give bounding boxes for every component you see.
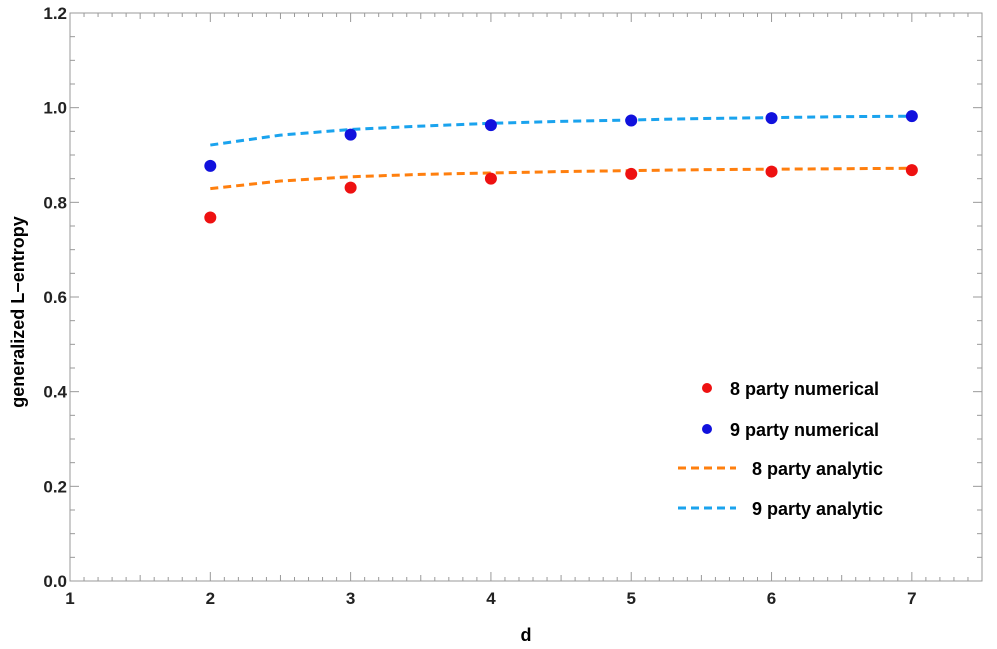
y-tick-label: 0.4	[43, 383, 67, 402]
data-point	[344, 181, 357, 194]
legend-item: 9 party numerical	[702, 420, 879, 440]
x-tick-label: 3	[346, 589, 355, 608]
y-tick-label: 0.2	[43, 477, 67, 496]
legend-item: 8 party analytic	[678, 459, 883, 479]
series-8-party-numerical	[204, 164, 918, 224]
y-tick-label: 0.8	[43, 193, 67, 212]
y-axis-label: generalized L−entropy	[8, 216, 28, 408]
legend-label: 9 party analytic	[752, 499, 883, 519]
data-point	[484, 119, 497, 132]
legend-label: 9 party numerical	[730, 420, 879, 440]
plot-frame	[69, 12, 983, 582]
x-tick-label: 2	[206, 589, 215, 608]
data-point	[625, 167, 638, 180]
legend-label: 8 party analytic	[752, 459, 883, 479]
series-line	[210, 166, 912, 191]
series-layer	[204, 110, 918, 224]
legend-item: 8 party numerical	[702, 379, 879, 399]
series-9-party-analytic	[210, 114, 912, 147]
data-point	[765, 165, 778, 178]
legend-item: 9 party analytic	[678, 499, 883, 519]
x-tick-label: 4	[486, 589, 496, 608]
data-point	[625, 114, 638, 127]
data-point	[344, 128, 357, 141]
x-tick-label: 5	[626, 589, 635, 608]
legend-marker	[702, 383, 712, 393]
series-9-party-numerical	[204, 110, 918, 172]
y-tick-label: 0.0	[43, 572, 67, 591]
legend: 8 party numerical 9 party numerical 8 part…	[678, 379, 883, 519]
x-tick-label: 7	[907, 589, 916, 608]
y-tick-label: 0.6	[43, 288, 67, 307]
data-point	[765, 112, 778, 125]
data-point	[484, 172, 497, 185]
y-tick-label: 1.0	[43, 99, 67, 118]
plot-border	[69, 12, 983, 582]
data-point	[905, 110, 918, 123]
legend-marker	[702, 424, 712, 434]
axis-ticks	[69, 12, 983, 582]
series-line	[210, 114, 912, 147]
series-8-party-analytic	[210, 166, 912, 191]
x-axis-label: d	[521, 625, 532, 645]
x-tick-label: 6	[767, 589, 776, 608]
x-tick-label: 1	[65, 589, 74, 608]
data-point	[905, 164, 918, 177]
legend-label: 8 party numerical	[730, 379, 879, 399]
x-tick-labels: 1 2 3 4 5 6 7	[65, 589, 916, 608]
y-tick-labels: 0.0 0.2 0.4 0.6 0.8 1.0 1.2	[43, 4, 67, 591]
data-point	[204, 159, 217, 172]
data-point	[204, 211, 217, 224]
y-tick-label: 1.2	[43, 4, 67, 23]
